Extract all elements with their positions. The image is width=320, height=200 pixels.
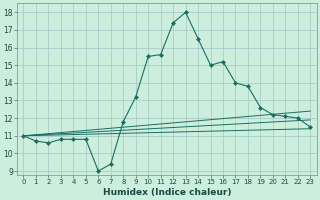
X-axis label: Humidex (Indice chaleur): Humidex (Indice chaleur) — [103, 188, 231, 197]
